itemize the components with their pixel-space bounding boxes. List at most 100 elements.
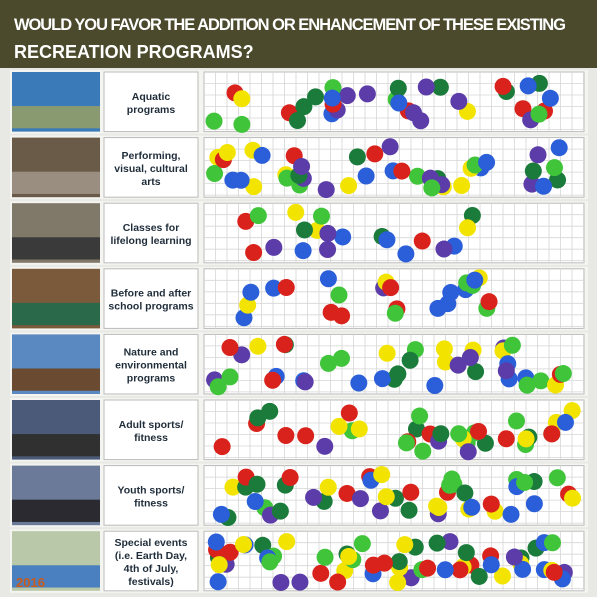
vote-dot bbox=[564, 489, 582, 507]
vote-dot bbox=[373, 370, 391, 388]
vote-dot bbox=[319, 478, 337, 496]
vote-dot bbox=[319, 270, 337, 288]
vote-dot bbox=[333, 349, 351, 367]
vote-dot bbox=[543, 425, 561, 443]
vote-dot bbox=[218, 144, 236, 162]
vote-dot bbox=[207, 533, 225, 551]
vote-dot bbox=[295, 221, 313, 239]
vote-dot bbox=[525, 495, 543, 513]
vote-dot bbox=[449, 356, 467, 374]
vote-dot bbox=[417, 78, 435, 96]
vote-dot bbox=[401, 351, 419, 369]
vote-dot bbox=[277, 426, 295, 444]
vote-dot bbox=[435, 240, 453, 258]
vote-dot bbox=[221, 338, 239, 356]
vote-dot bbox=[209, 573, 227, 591]
vote-dot bbox=[478, 153, 496, 171]
vote-dot bbox=[307, 88, 325, 106]
vote-dot bbox=[213, 438, 231, 456]
vote-dot bbox=[550, 139, 568, 157]
vote-dot bbox=[532, 372, 550, 390]
header-band bbox=[0, 0, 597, 68]
vote-dot bbox=[242, 283, 260, 301]
vote-dot bbox=[466, 271, 484, 289]
vote-dot bbox=[453, 177, 471, 195]
vote-dot bbox=[378, 231, 396, 249]
vote-dot bbox=[305, 488, 323, 506]
vote-dot bbox=[340, 547, 358, 565]
row-label: Performing, bbox=[122, 150, 181, 162]
vote-dot bbox=[436, 561, 454, 579]
vote-dot bbox=[221, 368, 239, 386]
vote-dot bbox=[400, 501, 418, 519]
vote-dot bbox=[209, 378, 227, 396]
vote-dot bbox=[482, 495, 500, 513]
row-label: 4th of July, bbox=[124, 563, 179, 575]
row-label: Nature and bbox=[124, 347, 179, 359]
row-label: Adult sports/ bbox=[119, 419, 184, 431]
vote-dot bbox=[206, 164, 224, 182]
vote-dot bbox=[390, 94, 408, 112]
label-box bbox=[103, 202, 199, 264]
vote-dot bbox=[456, 484, 474, 502]
vote-dot bbox=[429, 299, 447, 317]
vote-dot bbox=[389, 79, 407, 97]
vote-dot bbox=[249, 409, 267, 427]
vote-dot bbox=[414, 442, 432, 460]
vote-dot bbox=[245, 178, 263, 196]
vote-dot bbox=[450, 425, 468, 443]
photo-detail bbox=[12, 171, 100, 194]
vote-dot bbox=[419, 559, 437, 577]
vote-dot bbox=[261, 553, 279, 571]
vote-dot bbox=[291, 573, 309, 591]
vote-dot bbox=[397, 245, 415, 263]
label-box bbox=[103, 137, 199, 198]
vote-dot bbox=[312, 564, 330, 582]
row-label: arts bbox=[141, 176, 160, 188]
vote-dot bbox=[432, 425, 450, 443]
row-label: fitness bbox=[134, 432, 168, 444]
photo-detail bbox=[12, 302, 100, 326]
photo-detail bbox=[12, 565, 100, 588]
vote-dot bbox=[480, 293, 498, 311]
vote-dot bbox=[529, 146, 547, 164]
vote-dot bbox=[234, 536, 252, 554]
vote-dot bbox=[316, 548, 334, 566]
vote-dot bbox=[330, 286, 348, 304]
vote-dot bbox=[377, 488, 395, 506]
vote-dot bbox=[293, 157, 311, 175]
row-label: fitness bbox=[134, 497, 168, 509]
vote-dot bbox=[275, 335, 293, 353]
vote-dot bbox=[543, 534, 561, 552]
vote-dot bbox=[426, 376, 444, 394]
vote-dot bbox=[390, 553, 408, 571]
vote-dot bbox=[517, 430, 535, 448]
vote-dot bbox=[381, 138, 399, 156]
vote-dot bbox=[350, 374, 368, 392]
vote-dot bbox=[371, 502, 389, 520]
vote-dot bbox=[470, 422, 488, 440]
vote-dot bbox=[378, 344, 396, 362]
row-label: Youth sports/ bbox=[118, 484, 185, 496]
vote-dot bbox=[288, 112, 306, 130]
vote-dot bbox=[334, 228, 352, 246]
vote-dot bbox=[245, 244, 263, 262]
row-label: festivals) bbox=[128, 576, 174, 588]
vote-dot bbox=[441, 533, 459, 551]
vote-dot bbox=[461, 349, 479, 367]
vote-dot bbox=[413, 232, 431, 250]
vote-dot bbox=[389, 365, 407, 383]
vote-dot bbox=[463, 498, 481, 516]
vote-dot bbox=[340, 404, 358, 422]
vote-dot bbox=[507, 412, 525, 430]
vote-dot bbox=[494, 77, 512, 95]
vote-dot bbox=[329, 573, 347, 591]
vote-dot bbox=[205, 112, 223, 130]
photo-detail bbox=[12, 106, 100, 129]
vote-dot bbox=[423, 179, 441, 197]
vote-dot bbox=[524, 162, 542, 180]
vote-dot bbox=[545, 159, 563, 177]
vote-dot bbox=[396, 536, 414, 554]
vote-dot bbox=[556, 413, 574, 431]
